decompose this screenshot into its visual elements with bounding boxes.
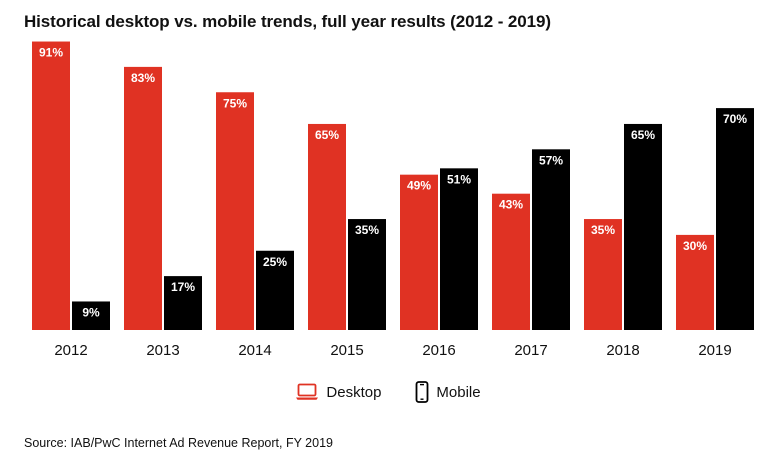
data-label-desktop-2015: 65% — [315, 128, 339, 142]
bar-labels-group: 91% 9% 83% 17% 75% 25% 65% 35% 49% 51% 43% 57% 35% 65… — [39, 46, 747, 320]
x-tick-label-2014: 2014 — [238, 342, 271, 359]
bar-mobile-2012 — [72, 301, 110, 330]
legend-label-mobile: Mobile — [436, 383, 481, 401]
data-label-mobile-2012: 9% — [82, 305, 100, 319]
x-tick-label-2018: 2018 — [606, 342, 639, 359]
data-label-mobile-2019: 70% — [723, 112, 747, 126]
bar-mobile-2016 — [440, 168, 478, 330]
legend-item-desktop: Desktop — [295, 381, 381, 403]
bars-group — [32, 41, 754, 330]
data-label-desktop-2017: 43% — [499, 198, 523, 212]
data-label-desktop-2012: 91% — [39, 46, 63, 60]
x-tick-label-2016: 2016 — [422, 342, 455, 359]
bar-desktop-2018 — [584, 219, 622, 330]
data-label-mobile-2014: 25% — [263, 255, 287, 269]
laptop-icon — [295, 383, 319, 401]
legend-label-desktop: Desktop — [326, 383, 382, 401]
bar-mobile-2013 — [164, 276, 202, 330]
x-tick-label-2013: 2013 — [146, 342, 179, 359]
data-label-mobile-2017: 57% — [539, 153, 563, 167]
bar-desktop-2016 — [400, 174, 438, 330]
bar-mobile-2014 — [256, 250, 294, 330]
x-tick-label-2019: 2019 — [698, 342, 731, 359]
data-label-mobile-2018: 65% — [631, 128, 655, 142]
bar-mobile-2015 — [348, 219, 386, 330]
bar-desktop-2014 — [216, 92, 254, 330]
smartphone-icon — [415, 381, 429, 403]
legend-item-mobile: Mobile — [415, 381, 481, 403]
data-label-desktop-2016: 49% — [407, 179, 431, 193]
data-label-desktop-2019: 30% — [683, 239, 707, 253]
bar-mobile-2019 — [716, 108, 754, 330]
chart-title: Historical desktop vs. mobile trends, fu… — [24, 12, 551, 31]
data-label-desktop-2018: 35% — [591, 223, 615, 237]
data-label-desktop-2013: 83% — [131, 71, 155, 85]
bar-desktop-2015 — [308, 123, 346, 330]
legend: Desktop Mobile — [0, 381, 776, 403]
bar-desktop-2017 — [492, 193, 530, 330]
bar-desktop-2019 — [676, 234, 714, 330]
source-note: Source: IAB/PwC Internet Ad Revenue Repo… — [24, 436, 333, 450]
x-tick-label-2012: 2012 — [54, 342, 87, 359]
x-tick-label-2017: 2017 — [514, 342, 547, 359]
bar-mobile-2018 — [624, 123, 662, 330]
bar-mobile-2017 — [532, 149, 570, 330]
bar-desktop-2013 — [124, 66, 162, 330]
x-axis-ticks: 2012 2013 2014 2015 2016 2017 2018 2019 — [54, 342, 731, 359]
x-tick-label-2015: 2015 — [330, 342, 363, 359]
data-label-mobile-2015: 35% — [355, 223, 379, 237]
data-label-mobile-2013: 17% — [171, 280, 195, 294]
bar-desktop-2012 — [32, 41, 70, 330]
data-label-mobile-2016: 51% — [447, 172, 471, 186]
data-label-desktop-2014: 75% — [223, 96, 247, 110]
